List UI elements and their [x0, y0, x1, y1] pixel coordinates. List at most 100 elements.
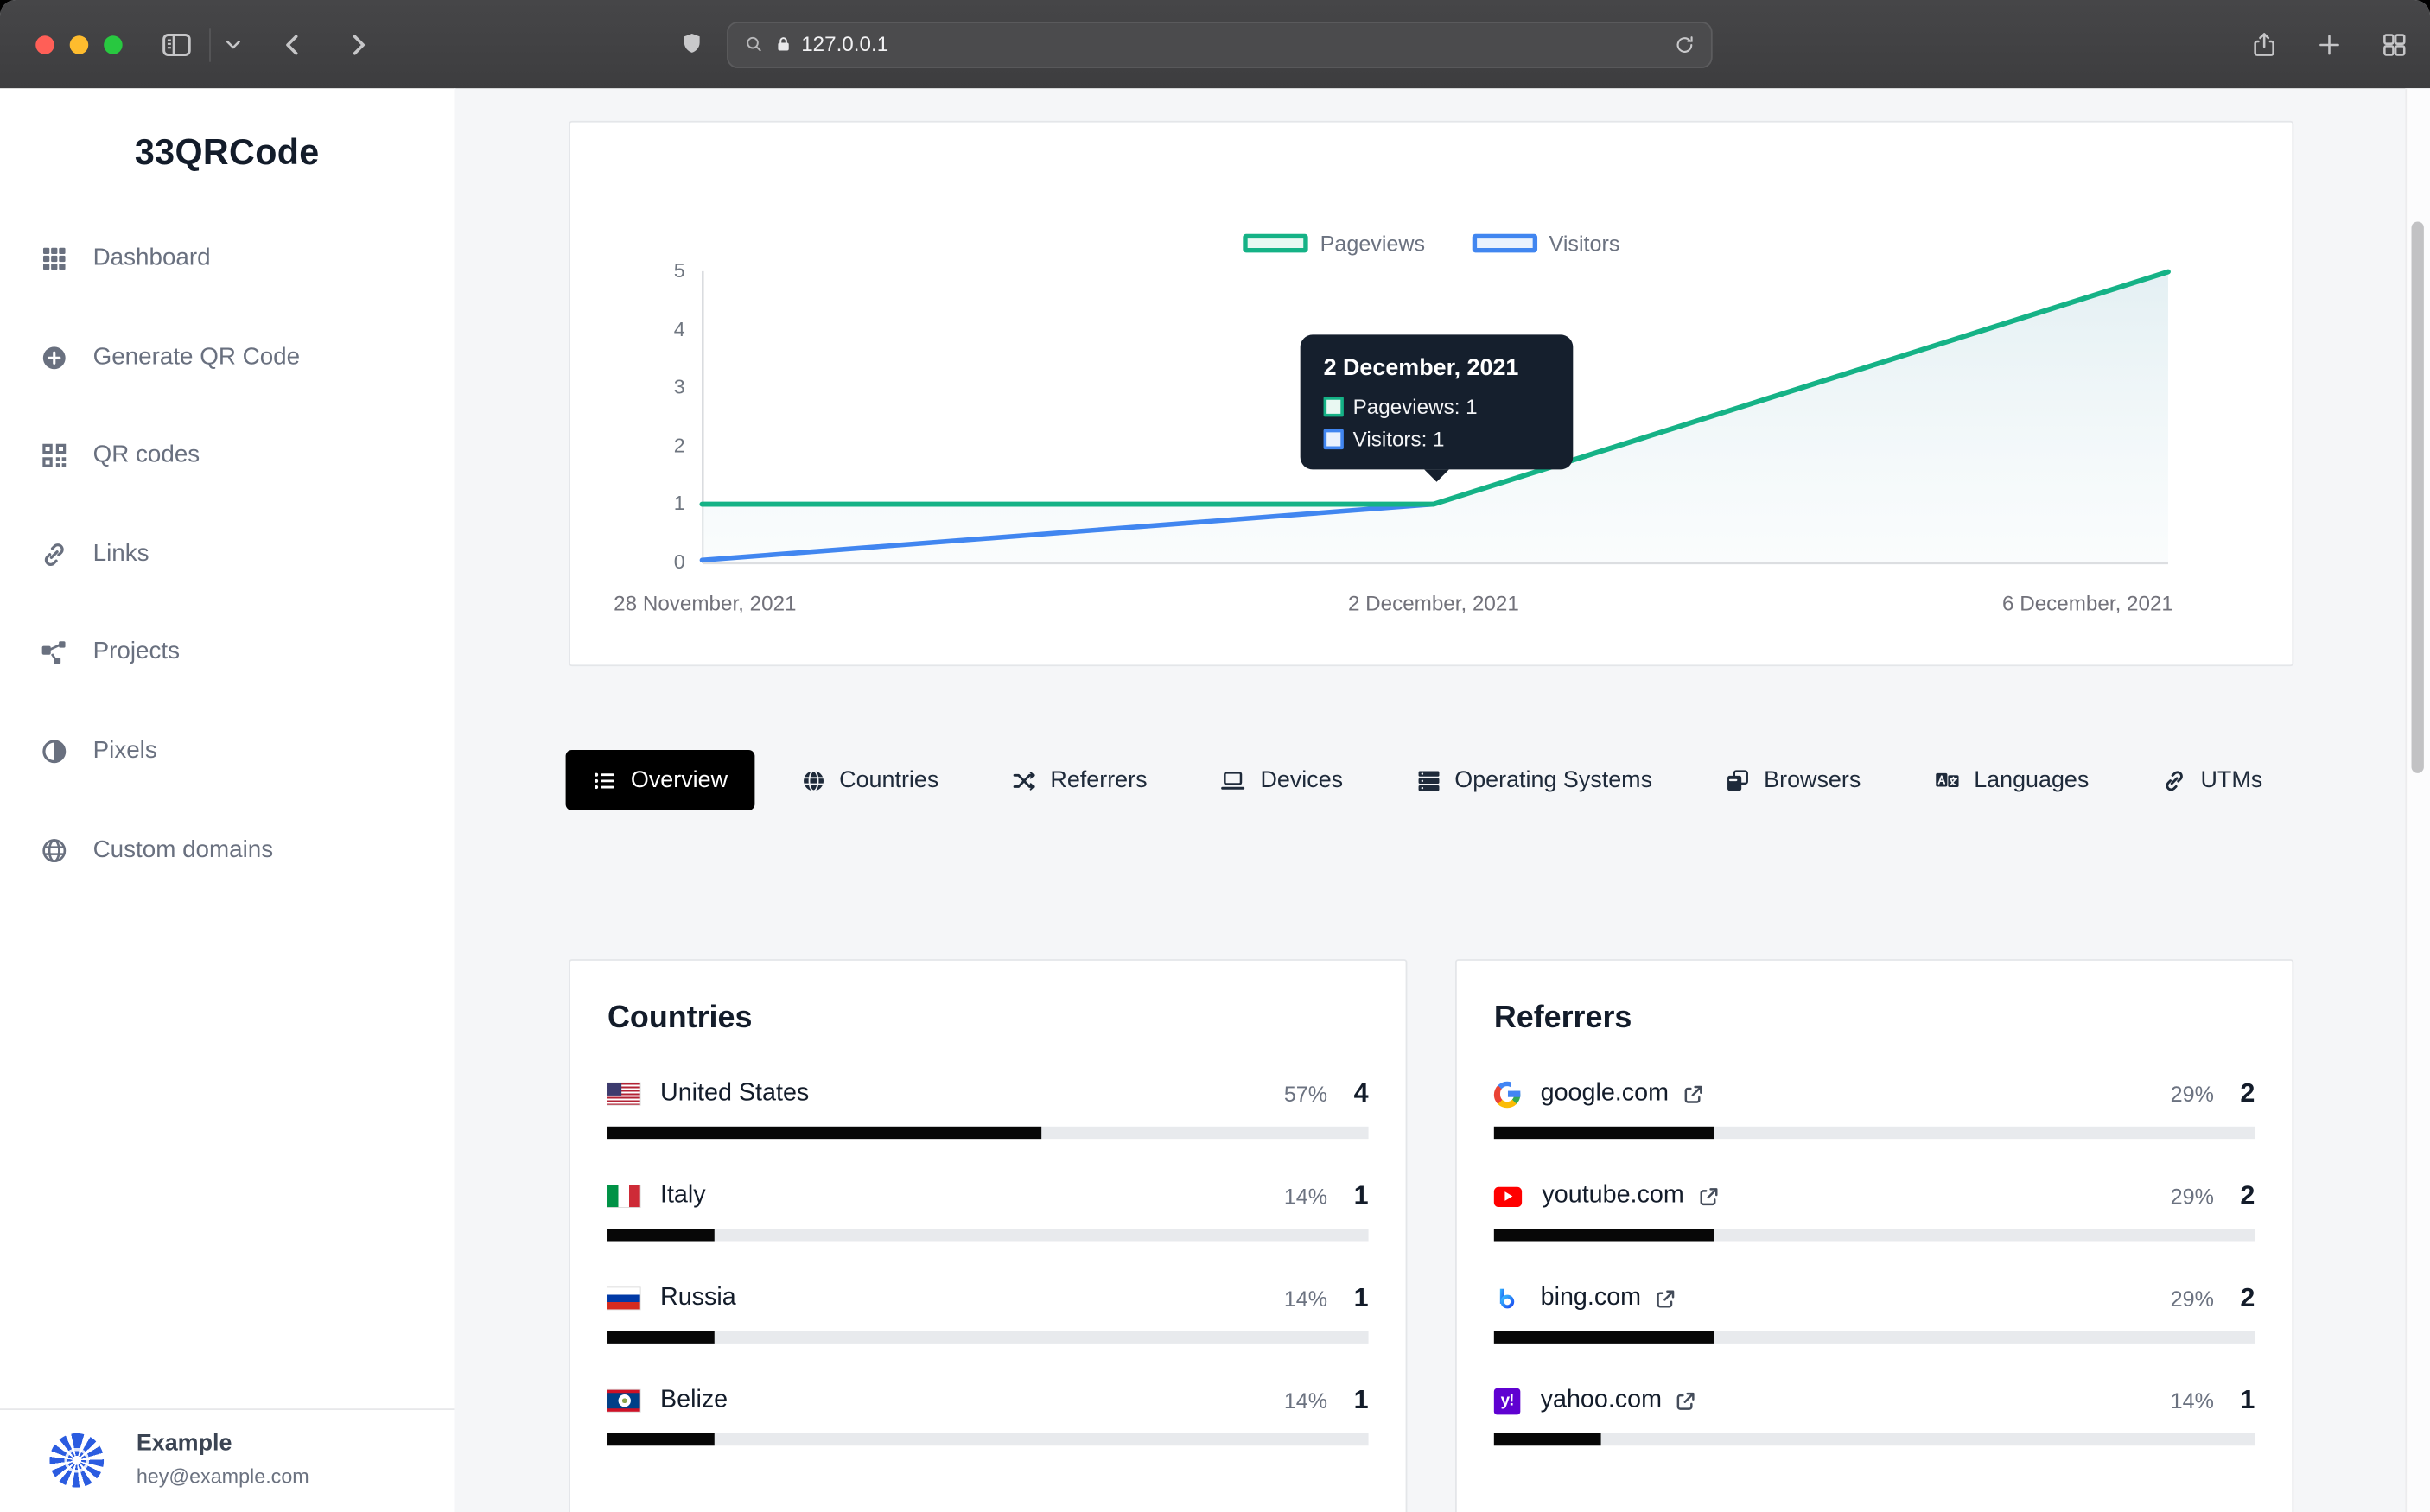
x-axis-label: 28 November, 2021: [614, 592, 797, 615]
tab-referrers[interactable]: Referrers: [985, 750, 1174, 810]
tab-browsers[interactable]: Browsers: [1699, 750, 1887, 810]
chart-tooltip: 2 December, 2021 Pageviews: 1 Visitors: …: [1300, 334, 1574, 482]
toolbar-divider: [209, 27, 211, 61]
tab-overview[interactable]: Overview: [565, 750, 754, 810]
country-percent: 14%: [1283, 1184, 1328, 1209]
progress-bar: [608, 1331, 1369, 1344]
line-chart: [699, 269, 2171, 565]
sidebar-item-label: Pixels: [92, 737, 157, 765]
sidebar-item-label: Projects: [92, 638, 181, 665]
tab-label: Languages: [1974, 766, 2090, 794]
pageviews-legend-swatch[interactable]: [1242, 233, 1308, 253]
translate-icon: [1934, 768, 1960, 793]
new-tab-icon[interactable]: [2315, 30, 2343, 58]
reload-icon[interactable]: [1674, 34, 1695, 55]
forward-button[interactable]: [342, 29, 373, 60]
external-link-icon[interactable]: [1683, 1083, 1702, 1103]
sidebar-item-custom-domains[interactable]: Custom domains: [41, 836, 274, 864]
user-menu[interactable]: Example hey@example.com: [0, 1408, 455, 1512]
sidebar-item-projects[interactable]: Projects: [41, 638, 180, 666]
close-window-button[interactable]: [35, 35, 54, 54]
analytics-tabs: Overview Countries Referrers: [565, 750, 2318, 810]
user-email: hey@example.com: [136, 1464, 309, 1488]
y-tick: 2: [673, 434, 685, 458]
tab-label: UTMs: [2200, 766, 2263, 794]
pageviews-legend-label: Pageviews: [1320, 231, 1426, 256]
country-name: Belize: [659, 1387, 728, 1414]
y-tick: 1: [673, 491, 685, 515]
app-logo: 33QRCode: [134, 131, 320, 173]
chevron-down-icon[interactable]: [223, 34, 243, 54]
sidebar-item-label: Links: [92, 540, 149, 568]
link-icon: [2162, 768, 2187, 793]
visitors-legend-swatch[interactable]: [1471, 233, 1537, 253]
share-icon[interactable]: [2250, 29, 2278, 60]
y-tick: 0: [673, 550, 685, 574]
referrer-domain: bing.com: [1540, 1284, 1642, 1312]
link-icon: [41, 541, 68, 569]
referrer-row: google.com 29% 2: [1493, 1078, 2255, 1140]
back-button[interactable]: [277, 29, 309, 60]
tab-languages[interactable]: Languages: [1907, 750, 2115, 810]
tab-label: Browsers: [1764, 766, 1861, 794]
external-link-icon[interactable]: [1676, 1391, 1695, 1411]
referrer-domain: google.com: [1540, 1079, 1669, 1107]
tab-countries[interactable]: Countries: [774, 750, 965, 810]
tab-overview-icon[interactable]: [2381, 30, 2408, 58]
progress-bar: [1493, 1126, 2255, 1140]
referrer-percent: 29%: [2170, 1081, 2214, 1107]
google-favicon: [1493, 1078, 1524, 1108]
privacy-shield-icon[interactable]: [679, 29, 705, 59]
lock-icon: [775, 34, 792, 54]
progress-bar: [608, 1433, 1369, 1446]
referrer-domain: youtube.com: [1542, 1182, 1684, 1209]
country-name: Russia: [659, 1284, 736, 1312]
referrer-count: 1: [2240, 1385, 2255, 1415]
bing-favicon: [1494, 1286, 1520, 1312]
tooltip-visitors-swatch: [1323, 429, 1344, 450]
sidebar-item-links[interactable]: Links: [41, 541, 149, 569]
minimize-window-button[interactable]: [69, 35, 89, 54]
external-link-icon[interactable]: [1698, 1186, 1718, 1206]
country-row: Russia 14% 1: [608, 1283, 1369, 1344]
country-percent: 14%: [1283, 1286, 1328, 1312]
country-row: Italy 14% 1: [608, 1181, 1369, 1242]
referrer-count: 2: [2240, 1180, 2255, 1210]
sidebar-item-qr-codes[interactable]: QR codes: [41, 442, 200, 469]
progress-fill: [608, 1331, 715, 1344]
tab-utms[interactable]: UTMs: [2135, 750, 2289, 810]
sidebar-item-generate-qr[interactable]: Generate QR Code: [41, 344, 300, 372]
tab-label: Countries: [839, 766, 939, 794]
external-link-icon[interactable]: [1655, 1288, 1675, 1308]
tab-operating-systems[interactable]: Operating Systems: [1390, 750, 1679, 810]
russia-flag-icon: [608, 1287, 640, 1310]
referrers-title: Referrers: [1493, 1001, 1632, 1035]
browser-toolbar: 127.0.0.1: [0, 0, 2430, 91]
address-bar[interactable]: 127.0.0.1: [727, 21, 1713, 68]
tab-devices[interactable]: Devices: [1193, 750, 1369, 810]
sidebar-item-dashboard[interactable]: Dashboard: [41, 245, 211, 272]
progress-fill: [608, 1126, 1041, 1140]
scrollbar-thumb[interactable]: [2411, 221, 2424, 773]
visitors-legend-label: Visitors: [1549, 231, 1620, 256]
sidebar-toggle-icon[interactable]: [160, 27, 194, 60]
shuffle-icon: [1012, 768, 1037, 793]
referrer-row: y! yahoo.com 14% 1: [1493, 1385, 2255, 1446]
country-percent: 14%: [1283, 1388, 1328, 1414]
progress-fill: [1493, 1229, 1715, 1242]
y-tick: 3: [673, 375, 685, 398]
globe-icon: [800, 768, 825, 793]
tooltip-pageviews-value: Pageviews: 1: [1352, 395, 1478, 419]
italy-flag-icon: [608, 1185, 640, 1208]
progress-fill: [608, 1433, 715, 1446]
zoom-window-button[interactable]: [104, 35, 123, 54]
countries-card: Countries United States 57% 4 Italy 14% 1: [569, 959, 1408, 1512]
sidebar-item-label: Custom domains: [92, 836, 274, 863]
sidebar-item-pixels[interactable]: Pixels: [41, 738, 157, 766]
window-controls: [35, 35, 123, 54]
url-text: 127.0.0.1: [801, 32, 889, 56]
server-stack-icon: [1415, 768, 1441, 793]
sidebar-item-label: Generate QR Code: [92, 344, 301, 371]
country-row: Belize 14% 1: [608, 1385, 1369, 1446]
